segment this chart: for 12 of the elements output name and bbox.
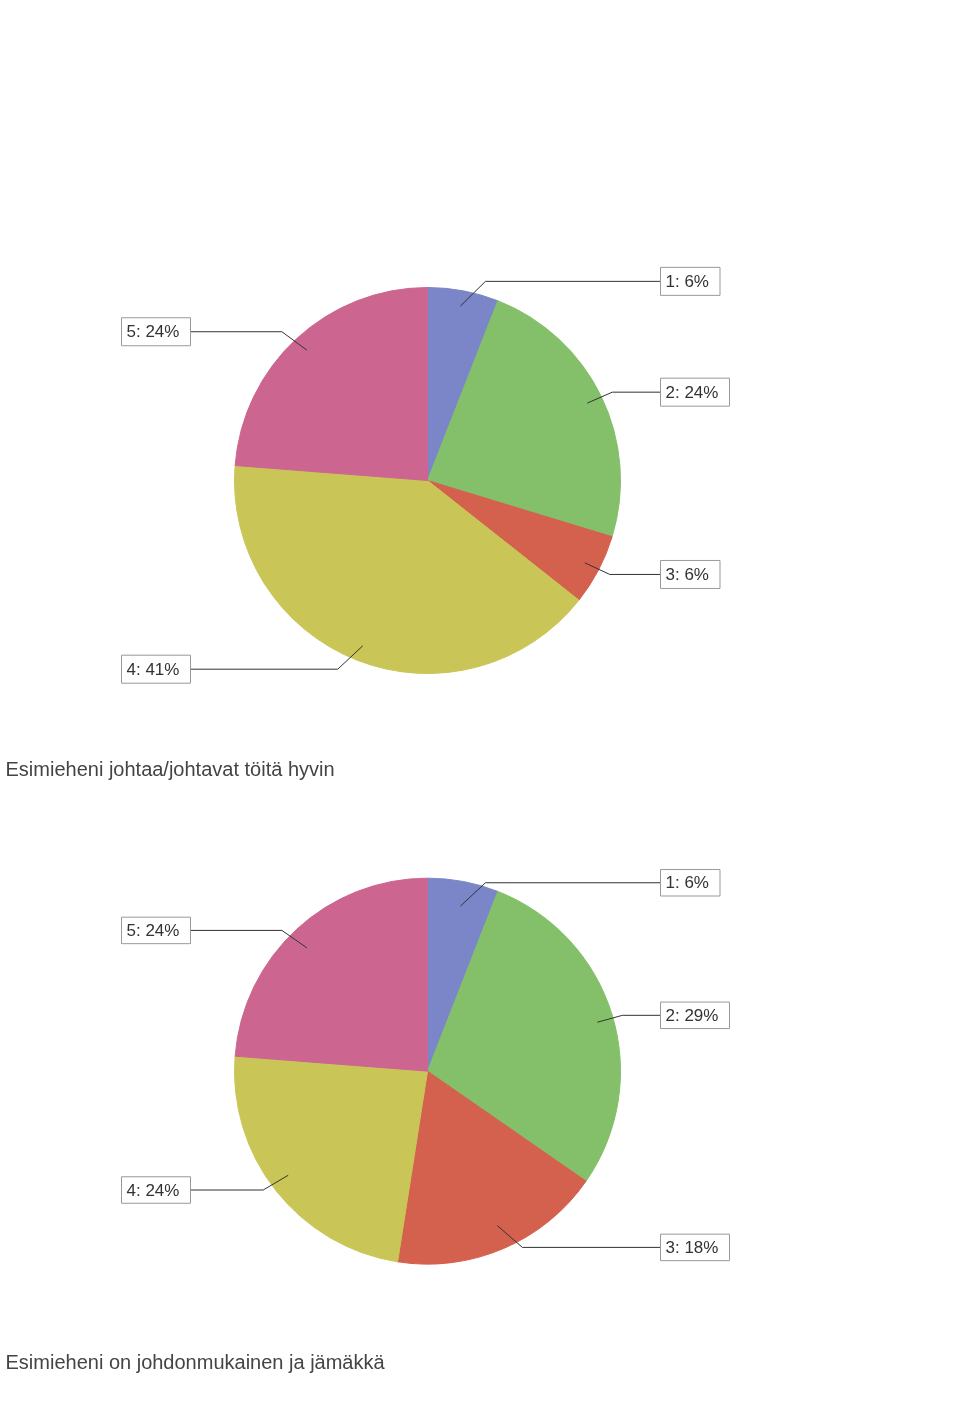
data-label: 3: 18% xyxy=(665,1237,719,1257)
data-label: 4: 24% xyxy=(126,1180,180,1200)
data-label: 2: 24% xyxy=(665,382,719,402)
data-label: 4: 41% xyxy=(126,659,180,679)
data-label: 3: 6% xyxy=(665,564,709,584)
data-label: 1: 6% xyxy=(665,271,709,291)
data-label: 2: 29% xyxy=(665,1005,719,1025)
text: Esimieheni on johdonmukainen ja jämäkkä xyxy=(5,1350,386,1373)
data-label: 5: 24% xyxy=(126,322,180,342)
data-label: 1: 6% xyxy=(665,873,709,893)
chart-title: Esimieheni johtaa/johtavat töitä hyvin xyxy=(5,757,335,780)
data-label: 5: 24% xyxy=(126,920,180,940)
